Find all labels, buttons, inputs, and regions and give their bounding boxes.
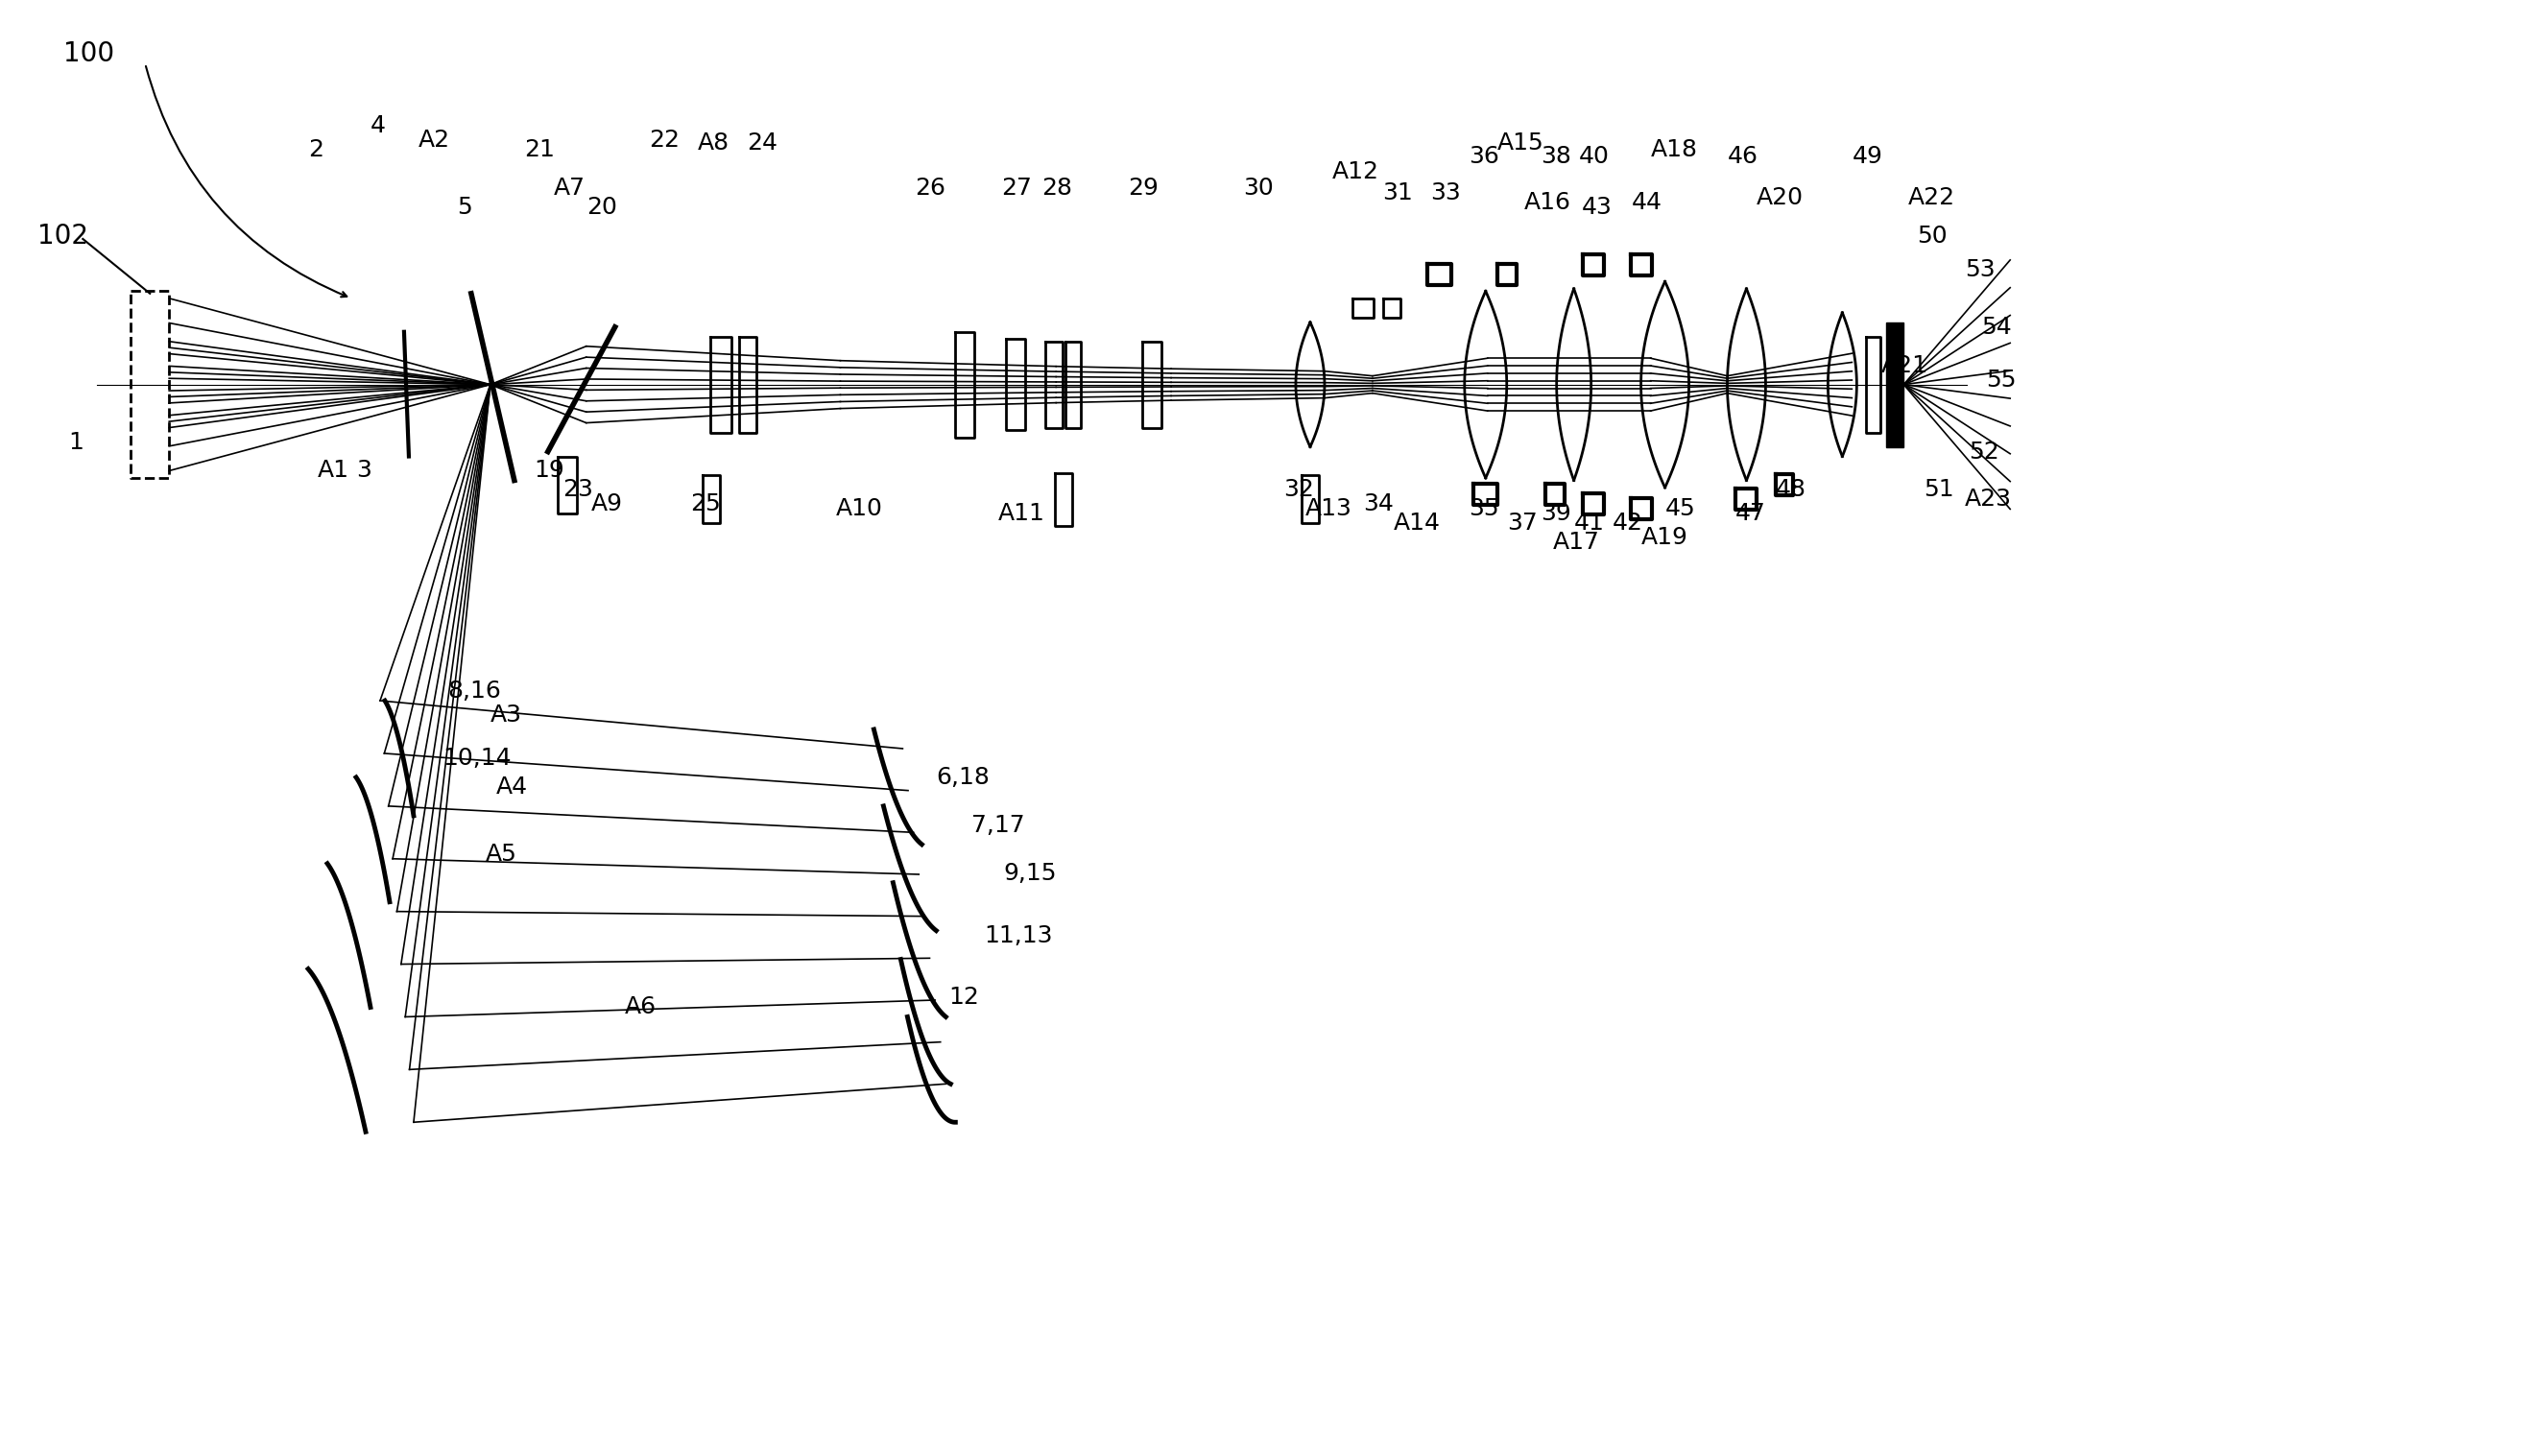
Text: A5: A5 — [487, 843, 517, 865]
Text: A10: A10 — [837, 498, 882, 521]
Text: 6,18: 6,18 — [935, 766, 989, 789]
Text: A20: A20 — [1757, 186, 1802, 210]
Text: 43: 43 — [1582, 195, 1612, 218]
Text: 49: 49 — [1853, 146, 1884, 167]
Text: A16: A16 — [1524, 191, 1572, 214]
Text: 31: 31 — [1382, 182, 1412, 204]
Text: 25: 25 — [690, 492, 720, 515]
Text: A3: A3 — [489, 703, 522, 727]
Text: 36: 36 — [1468, 146, 1498, 167]
Text: 37: 37 — [1506, 513, 1536, 534]
Text: A1: A1 — [317, 459, 350, 482]
Text: A18: A18 — [1650, 138, 1698, 162]
Text: 48: 48 — [1774, 479, 1805, 501]
Text: 24: 24 — [748, 131, 778, 154]
Text: 27: 27 — [1001, 176, 1032, 199]
Text: 53: 53 — [1965, 258, 1995, 281]
Text: 22: 22 — [649, 128, 679, 151]
Text: 4: 4 — [370, 115, 385, 137]
Text: 100: 100 — [63, 41, 114, 67]
Text: 30: 30 — [1242, 176, 1273, 199]
Text: A12: A12 — [1333, 160, 1379, 183]
Text: 38: 38 — [1541, 146, 1572, 167]
Text: 28: 28 — [1042, 176, 1072, 199]
Text: A14: A14 — [1394, 513, 1440, 534]
Text: 35: 35 — [1468, 498, 1498, 521]
Text: 46: 46 — [1726, 146, 1757, 167]
Text: 21: 21 — [525, 138, 555, 162]
Text: A21: A21 — [1881, 354, 1927, 377]
Text: 52: 52 — [1970, 440, 2000, 463]
Text: 20: 20 — [586, 195, 616, 218]
Text: 33: 33 — [1430, 182, 1460, 204]
Text: 44: 44 — [1633, 191, 1663, 214]
Text: 29: 29 — [1128, 176, 1158, 199]
Text: 3: 3 — [355, 459, 370, 482]
Text: 19: 19 — [532, 459, 563, 482]
Text: A17: A17 — [1554, 531, 1600, 555]
Text: 42: 42 — [1612, 513, 1643, 534]
Text: 40: 40 — [1579, 146, 1610, 167]
Text: A8: A8 — [697, 131, 730, 154]
Text: A6: A6 — [624, 996, 657, 1019]
Text: 11,13: 11,13 — [984, 925, 1052, 946]
Text: A11: A11 — [999, 502, 1044, 526]
Text: A7: A7 — [553, 176, 586, 199]
Text: A4: A4 — [497, 776, 527, 798]
Text: A23: A23 — [1965, 488, 2013, 511]
Text: A15: A15 — [1498, 131, 1544, 154]
Text: 10,14: 10,14 — [444, 747, 512, 770]
Text: A9: A9 — [591, 492, 624, 515]
Polygon shape — [1886, 322, 1904, 447]
Text: 39: 39 — [1541, 502, 1572, 526]
Text: 41: 41 — [1574, 513, 1605, 534]
Text: 54: 54 — [1982, 316, 2013, 339]
Text: 12: 12 — [948, 986, 979, 1009]
Text: 1: 1 — [68, 431, 84, 454]
Text: 55: 55 — [1985, 368, 2015, 392]
Text: 8,16: 8,16 — [446, 680, 502, 703]
Text: A22: A22 — [1906, 186, 1954, 210]
Text: 50: 50 — [1916, 224, 1947, 248]
Text: 5: 5 — [456, 195, 472, 218]
Text: A19: A19 — [1640, 526, 1688, 549]
Text: 7,17: 7,17 — [971, 814, 1024, 837]
Text: 47: 47 — [1734, 502, 1764, 526]
Text: 51: 51 — [1924, 479, 1954, 501]
Text: A2: A2 — [418, 128, 451, 151]
Text: 26: 26 — [915, 176, 946, 199]
Text: 2: 2 — [309, 138, 324, 162]
Text: 34: 34 — [1364, 492, 1394, 515]
Text: 9,15: 9,15 — [1004, 862, 1057, 885]
Text: 32: 32 — [1283, 479, 1313, 501]
Text: 23: 23 — [563, 479, 593, 501]
Text: A13: A13 — [1306, 498, 1351, 521]
Text: 45: 45 — [1665, 498, 1696, 521]
Text: 102: 102 — [38, 223, 89, 249]
